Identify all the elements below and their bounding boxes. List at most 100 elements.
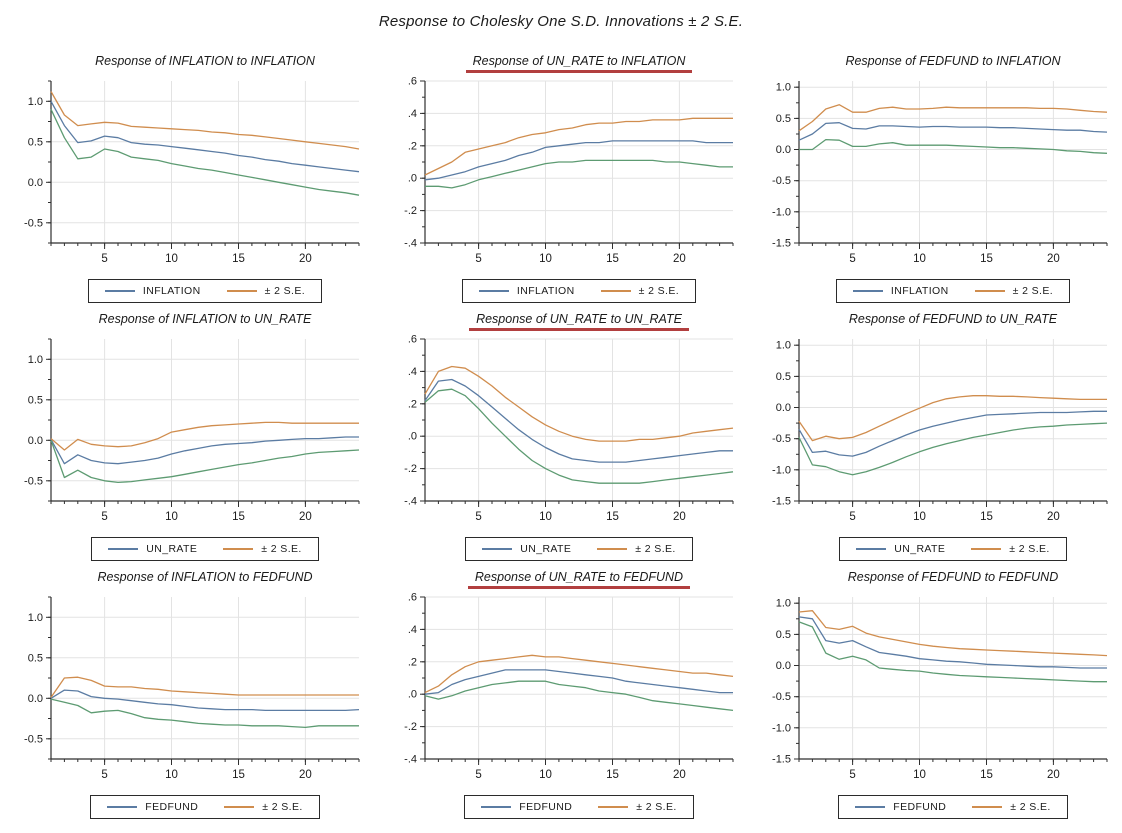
irf-panel-unrate-to-inflation: Response of UN_RATE to INFLATION .6 .4 .2.… <box>374 52 748 304</box>
legend-item-se: ± 2 S.E. <box>226 285 306 297</box>
legend-label: INFLATION <box>890 285 949 297</box>
irf-panel-unrate-to-unrate: Response of UN_RATE to UN_RATE .6 .4 .2 .0 -… <box>374 310 748 562</box>
svg-text:-1.5: -1.5 <box>772 238 791 250</box>
svg-text:0.0: 0.0 <box>776 402 791 414</box>
svg-text:1.0: 1.0 <box>28 354 43 366</box>
svg-text:5: 5 <box>849 253 855 265</box>
chart-main-title: Response to Cholesky One S.D. Innovation… <box>378 13 744 30</box>
svg-text:0.0: 0.0 <box>776 144 791 156</box>
legend-item-series: INFLATION <box>852 285 949 297</box>
irf-panel-fedfund-to-fedfund: Response of FEDFUND to FEDFUND 1.0 0.5 0.0… <box>748 568 1122 820</box>
irf-chart: 1.0 0.5 0.0 -0.5 -1.0 -1.5 5 10 15 20 <box>772 339 1108 523</box>
svg-text:.6: .6 <box>408 76 417 88</box>
panel-title-row: Response of FEDFUND to UN_RATE <box>748 310 1122 331</box>
legend-row: INFLATION ± 2 S.E. <box>748 279 1122 303</box>
svg-text:5: 5 <box>101 769 107 781</box>
svg-text:-0.5: -0.5 <box>772 433 791 445</box>
svg-text:.2: .2 <box>408 398 417 410</box>
svg-text:10: 10 <box>913 769 926 781</box>
svg-text:.6: .6 <box>408 334 417 346</box>
legend-box: FEDFUND ± 2 S.E. <box>838 795 1068 819</box>
legend-label: INFLATION <box>516 285 575 297</box>
svg-text:10: 10 <box>913 511 926 523</box>
svg-text:5: 5 <box>849 511 855 523</box>
svg-text:10: 10 <box>539 511 552 523</box>
panel-title: Response of FEDFUND to INFLATION <box>845 54 1061 68</box>
svg-text:15: 15 <box>980 769 993 781</box>
svg-text:0.5: 0.5 <box>776 113 791 125</box>
series-line-sample <box>856 548 887 550</box>
irf-panel-grid: Response of INFLATION to INFLATION 1.0 0.… <box>0 52 1122 820</box>
svg-text:1.0: 1.0 <box>776 340 791 352</box>
series-line-sample <box>108 548 139 550</box>
panel-title-row: Response of INFLATION to FEDFUND <box>0 568 374 589</box>
svg-text:15: 15 <box>606 511 619 523</box>
svg-text:.0: .0 <box>408 689 417 701</box>
legend-label: ± 2 S.E. <box>264 285 306 297</box>
svg-text:-.2: -.2 <box>404 721 417 733</box>
se-line-sample <box>600 290 631 292</box>
legend-box: UN_RATE ± 2 S.E. <box>91 537 319 561</box>
se-line-sample <box>223 548 254 550</box>
legend-row: UN_RATE ± 2 S.E. <box>0 537 374 561</box>
svg-text:20: 20 <box>299 769 312 781</box>
irf-chart: 1.0 0.5 0.0 -0.5 5 10 15 20 <box>24 596 360 781</box>
svg-text:-1.5: -1.5 <box>772 496 791 508</box>
svg-text:1.0: 1.0 <box>28 96 43 108</box>
svg-text:20: 20 <box>299 253 312 265</box>
legend-label: ± 2 S.E. <box>262 801 303 813</box>
svg-text:-.2: -.2 <box>404 205 417 217</box>
series-line-sample <box>478 290 509 292</box>
svg-text:.2: .2 <box>408 140 417 152</box>
svg-text:0.0: 0.0 <box>28 693 43 705</box>
panel-title-row: Response of INFLATION to UN_RATE <box>0 310 374 331</box>
svg-text:-0.5: -0.5 <box>772 175 791 187</box>
svg-text:20: 20 <box>673 511 686 523</box>
se-line-sample <box>971 548 1002 550</box>
legend-box: INFLATION ± 2 S.E. <box>87 279 323 303</box>
svg-text:.2: .2 <box>408 656 417 668</box>
svg-text:20: 20 <box>1047 253 1060 265</box>
svg-text:20: 20 <box>1047 511 1060 523</box>
svg-text:15: 15 <box>606 769 619 781</box>
panel-title-row: Response of FEDFUND to INFLATION <box>748 52 1122 73</box>
svg-text:10: 10 <box>165 253 178 265</box>
se-line-sample <box>972 806 1003 808</box>
panel-title: Response of FEDFUND to FEDFUND <box>847 570 1059 584</box>
legend-item-se: ± 2 S.E. <box>597 543 675 555</box>
legend-label: ± 2 S.E. <box>635 543 676 555</box>
svg-text:0.5: 0.5 <box>28 652 43 664</box>
svg-text:.4: .4 <box>408 366 417 378</box>
panel-title: Response of INFLATION to FEDFUND <box>97 570 313 584</box>
legend-item-se: ± 2 S.E. <box>598 801 676 813</box>
svg-text:-0.5: -0.5 <box>24 217 43 229</box>
se-line-sample <box>224 806 255 808</box>
svg-text:-1.0: -1.0 <box>772 206 791 218</box>
panel-title: Response of UN_RATE to FEDFUND <box>467 570 691 589</box>
irf-panel-inflation-to-inflation: Response of INFLATION to INFLATION 1.0 0.… <box>0 52 374 304</box>
svg-text:20: 20 <box>299 511 312 523</box>
irf-chart: .6 .4 .2 .0 -.2 -.4 5 10 15 20 <box>404 334 734 523</box>
irf-chart: .6 .4 .2 .0 -.2 -.4 5 10 15 20 <box>404 76 734 265</box>
irf-chart: 1.0 0.5 0.0 -0.5 -1.0 -1.5 5 10 15 20 <box>772 597 1108 781</box>
svg-text:15: 15 <box>606 253 619 265</box>
legend-item-se: ± 2 S.E. <box>600 285 679 297</box>
se-line-sample <box>598 806 629 808</box>
svg-text:10: 10 <box>539 253 552 265</box>
svg-text:1.0: 1.0 <box>776 82 791 94</box>
svg-text:1.0: 1.0 <box>776 598 791 610</box>
irf-panel-inflation-to-fedfund: Response of INFLATION to FEDFUND 1.0 0.5 0… <box>0 568 374 820</box>
legend-item-se: ± 2 S.E. <box>223 543 301 555</box>
legend-label: UN_RATE <box>146 543 198 555</box>
legend-box: UN_RATE ± 2 S.E. <box>839 537 1067 561</box>
series-line-sample <box>481 806 512 808</box>
svg-text:10: 10 <box>165 511 178 523</box>
svg-text:5: 5 <box>849 769 855 781</box>
legend-row: FEDFUND ± 2 S.E. <box>374 795 748 819</box>
series-line-sample <box>107 806 138 808</box>
svg-text:0.0: 0.0 <box>28 435 43 447</box>
svg-text:20: 20 <box>673 769 686 781</box>
series-line-sample <box>104 290 135 292</box>
svg-text:-.4: -.4 <box>404 754 417 766</box>
legend-label: ± 2 S.E. <box>1010 801 1051 813</box>
